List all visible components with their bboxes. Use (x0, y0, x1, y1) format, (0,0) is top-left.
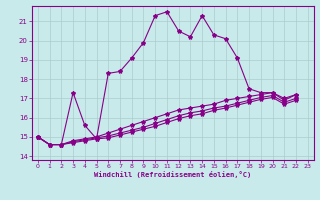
X-axis label: Windchill (Refroidissement éolien,°C): Windchill (Refroidissement éolien,°C) (94, 171, 252, 178)
